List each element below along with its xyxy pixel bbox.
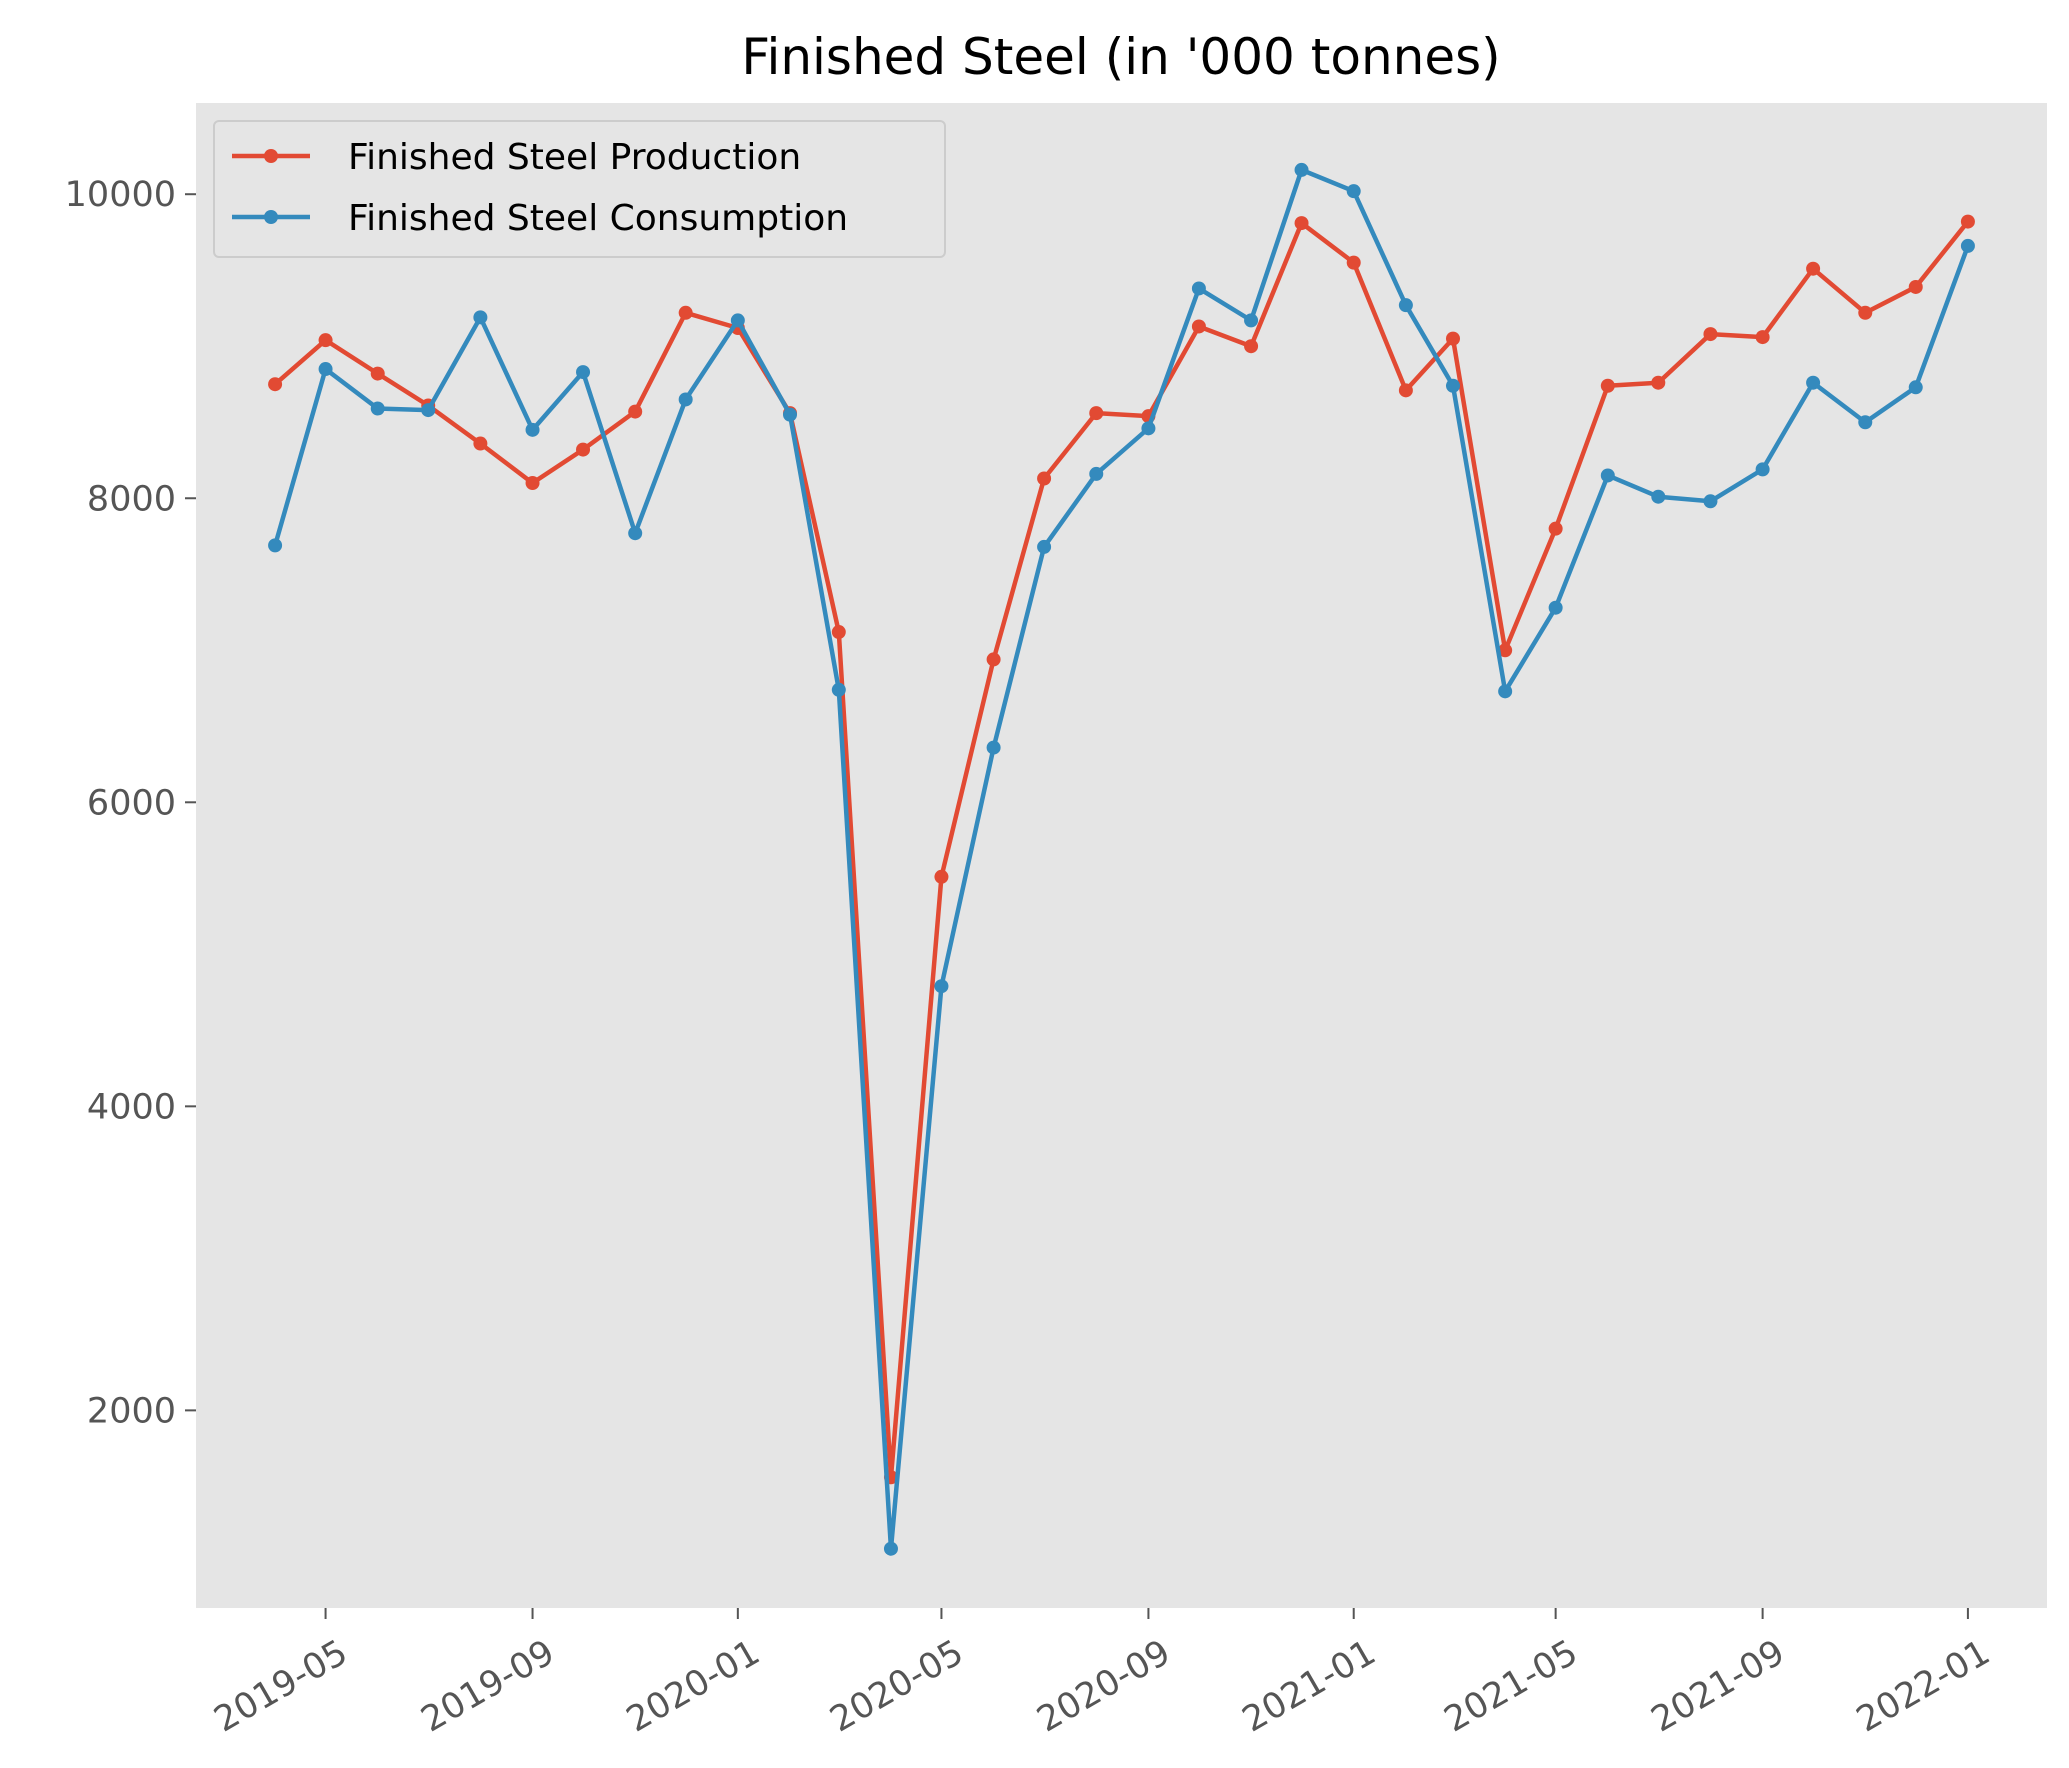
data-point [628,404,643,419]
data-point [1806,261,1821,276]
data-point [1244,313,1259,328]
x-tick-label: 2020-01 [620,1633,767,1741]
data-point [1089,406,1104,421]
series-layer [268,162,1975,1556]
y-tick-label: 4000 [87,1087,176,1127]
x-tick-label: 2022-01 [1850,1633,1997,1741]
data-point [1398,298,1413,313]
data-point [1908,279,1923,294]
data-point [1703,494,1718,509]
legend-marker [264,210,278,224]
data-point [934,979,949,994]
data-point [883,1541,898,1556]
data-point [1600,378,1615,393]
data-point [986,652,1001,667]
data-point [268,377,283,392]
data-point [1651,489,1666,504]
x-tick-label: 2021-05 [1438,1633,1585,1741]
data-point [831,682,846,697]
data-point [1548,521,1563,536]
data-point [1498,684,1513,699]
data-point [370,366,385,381]
data-point [934,869,949,884]
data-point [576,365,591,380]
data-point [1346,255,1361,270]
x-tick-label: 2021-01 [1236,1633,1383,1741]
legend: Finished Steel Production Finished Steel … [213,120,946,258]
data-point [1037,471,1052,486]
data-point [268,538,283,553]
data-point [318,362,333,377]
data-point [1089,466,1104,481]
y-tick-label: 2000 [87,1391,176,1431]
data-point [318,333,333,348]
x-axis: 2019-05 2019-09 2020-01 2020-05 2020-09 2021-… [208,1608,1997,1740]
data-point [1445,331,1460,346]
data-point [1191,319,1206,334]
data-point [473,310,488,325]
series-finished-steel-consumption [268,162,1975,1556]
data-point [576,442,591,457]
data-point [986,740,1001,755]
chart-title: Finished Steel (in '000 tonnes) [741,28,1500,86]
plot-area [196,103,2047,1608]
data-point [1960,214,1975,229]
data-point [1294,216,1309,231]
x-tick-label: 2019-09 [415,1633,562,1741]
data-point [1294,162,1309,177]
data-point [1141,421,1156,436]
y-axis: 2000 4000 6000 8000 10000 [65,175,196,1431]
series-line-finished-steel-consumption [272,167,1971,1551]
data-point [473,436,488,451]
x-tick-label: 2019-05 [208,1633,355,1741]
data-point [1244,339,1259,354]
data-point [1755,462,1770,477]
data-point [1908,380,1923,395]
legend-marker [264,149,278,163]
data-point [783,407,798,422]
data-point [1703,327,1718,342]
data-point [1755,330,1770,345]
data-point [1858,415,1873,430]
x-tick-label: 2020-09 [1031,1633,1178,1741]
legend-entry-label: Finished Steel Production [348,137,801,178]
data-point [1346,184,1361,199]
series-line-finished-steel-production [273,220,1970,1480]
data-point [370,401,385,416]
data-point [1806,375,1821,390]
data-point [831,625,846,640]
data-point [1651,375,1666,390]
x-tick-label: 2020-05 [824,1633,971,1741]
data-point [1548,600,1563,615]
data-point [1398,383,1413,398]
data-point [1191,281,1206,296]
data-point [1445,378,1460,393]
data-point [1960,238,1975,253]
data-point [678,305,693,320]
data-point [1037,539,1052,554]
data-point [1858,305,1873,320]
data-point [1600,468,1615,483]
legend-entry-label: Finished Steel Consumption [348,198,848,239]
y-tick-label: 6000 [87,783,176,823]
data-point [525,476,540,491]
x-tick-label: 2021-09 [1645,1633,1792,1741]
y-tick-label: 10000 [65,175,176,215]
data-point [730,313,745,328]
y-tick-label: 8000 [87,479,176,519]
series-finished-steel-production [268,214,1975,1485]
data-point [628,526,643,541]
data-point [1498,643,1513,658]
data-point [421,403,436,418]
legend-box [213,120,946,258]
data-point [678,392,693,407]
data-point [525,422,540,437]
